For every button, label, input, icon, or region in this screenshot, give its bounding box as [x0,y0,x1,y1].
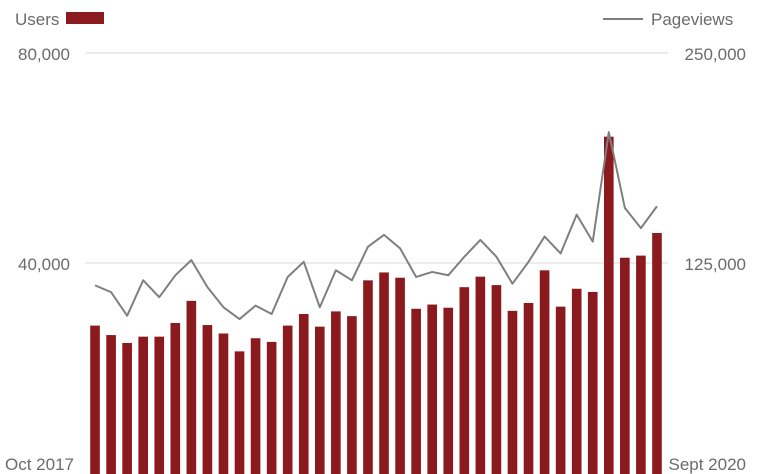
users-bar [523,302,534,474]
users-bar [603,136,614,474]
x-start-label: Oct 2017 [5,455,74,474]
users-bar [90,325,100,474]
users-bar [282,325,293,474]
users-bar [411,308,421,474]
users-bar [459,287,470,474]
users-bar [491,285,502,474]
pageviews-line [94,131,658,321]
users-bar [234,351,245,474]
users-bar [539,270,550,474]
users-bar [202,325,213,474]
users-bar [138,336,149,474]
users-bar [331,311,341,474]
users-bars [90,136,662,474]
users-bar [652,232,662,474]
users-bar [250,338,261,474]
users-bar [427,304,438,474]
users-bar [636,255,646,474]
y-left-tick-40000: 40,000 [18,255,70,274]
users-bar [186,300,197,474]
users-bar [571,288,582,474]
users-bar [106,335,116,474]
users-bar [363,280,373,474]
users-bar [170,322,181,474]
y-right-tick-250000: 250,000 [685,45,746,64]
y-left-tick-80000: 80,000 [18,45,70,64]
users-bar [587,291,598,474]
users-bar [122,342,132,474]
users-bar [154,336,165,474]
users-bar [620,257,630,474]
users-bar [395,277,405,474]
y-right-tick-125000: 125,000 [685,255,746,274]
users-bar [507,310,518,474]
users-bar [555,306,566,474]
legend-users-swatch [66,12,104,24]
x-end-label: Sept 2020 [668,455,746,474]
users-bar [379,272,389,474]
users-bar [218,333,229,474]
legend-pageviews-label: Pageviews [651,10,733,29]
users-bar [443,307,454,474]
legend-users-label: Users [15,10,59,29]
users-bar [298,314,309,474]
users-bar [314,326,325,474]
users-bar [266,341,277,474]
users-bar [347,316,357,474]
users-bar [475,276,486,474]
